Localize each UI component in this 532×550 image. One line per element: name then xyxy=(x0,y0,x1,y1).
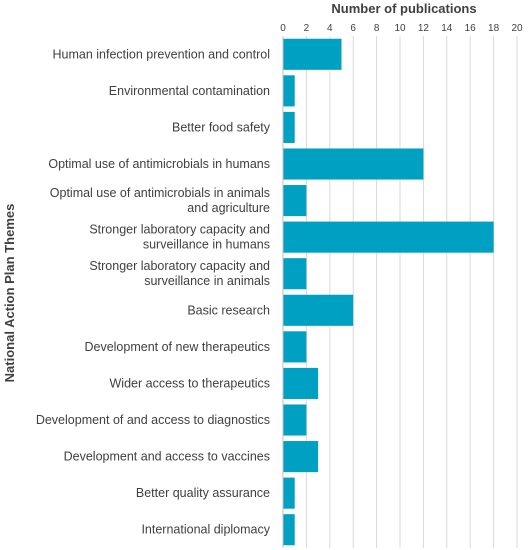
bar xyxy=(283,404,307,436)
bar xyxy=(283,367,319,399)
category-label: International diplomacy xyxy=(141,523,270,537)
bar xyxy=(283,514,295,546)
bar xyxy=(283,258,307,290)
x-tick-label: 2 xyxy=(304,23,310,34)
y-axis-title: National Action Plan Themes xyxy=(2,204,17,383)
x-tick-label: 10 xyxy=(394,23,406,34)
x-tick-label: 12 xyxy=(418,23,430,34)
bar xyxy=(283,75,295,107)
x-tick-label: 4 xyxy=(327,23,333,34)
category-label: Optimal use of antimicrobials in animals xyxy=(50,186,270,200)
x-tick-label: 18 xyxy=(488,23,500,34)
bar xyxy=(283,111,295,143)
category-label: Development and access to vaccines xyxy=(64,450,270,464)
bar xyxy=(283,441,319,473)
bar xyxy=(283,38,342,70)
x-tick-label: 14 xyxy=(441,23,453,34)
category-label: Human infection prevention and control xyxy=(53,47,271,61)
x-axis-ticks: 0 2 4 6 8 10 12 14 16 18 20 xyxy=(280,23,523,34)
bar xyxy=(283,477,295,509)
x-tick-label: 6 xyxy=(350,23,356,34)
category-label: Development of and access to diagnostics xyxy=(36,413,270,427)
bar xyxy=(283,331,307,363)
category-label: and agriculture xyxy=(187,201,270,215)
category-label: Optimal use of antimicrobials in humans xyxy=(48,157,270,171)
gridlines xyxy=(305,36,518,548)
x-tick-label: 20 xyxy=(511,23,523,34)
category-label: Environmental contamination xyxy=(109,84,270,98)
category-label: surveillance in animals xyxy=(144,274,270,288)
category-label: surveillance in humans xyxy=(143,238,270,252)
bar xyxy=(283,221,494,253)
bar xyxy=(283,185,307,217)
category-label: Stronger laboratory capacity and xyxy=(89,259,270,273)
x-axis-title: Number of publications xyxy=(331,1,476,16)
x-tick-label: 16 xyxy=(465,23,477,34)
bar xyxy=(283,148,424,180)
category-label: Basic research xyxy=(187,303,270,317)
x-tick-label: 0 xyxy=(280,23,286,34)
bar xyxy=(283,294,354,326)
category-label: Development of new therapeutics xyxy=(84,340,270,354)
category-label: Better food safety xyxy=(172,120,271,134)
x-tick-label: 8 xyxy=(374,23,380,34)
category-label: Wider access to therapeutics xyxy=(110,376,271,390)
bars xyxy=(283,38,494,546)
category-labels: Human infection prevention and control En… xyxy=(36,47,271,536)
category-label: Better quality assurance xyxy=(136,486,270,500)
category-label: Stronger laboratory capacity and xyxy=(89,223,270,237)
